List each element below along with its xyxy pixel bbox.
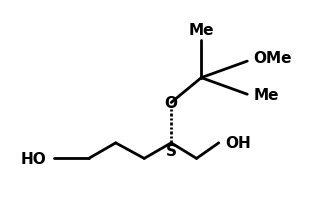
Text: Me: Me <box>254 87 279 102</box>
Text: HO: HO <box>20 151 46 166</box>
Text: O: O <box>165 96 178 110</box>
Text: Me: Me <box>189 23 214 38</box>
Text: OMe: OMe <box>254 51 292 66</box>
Text: S: S <box>166 143 177 158</box>
Text: OH: OH <box>225 136 251 151</box>
